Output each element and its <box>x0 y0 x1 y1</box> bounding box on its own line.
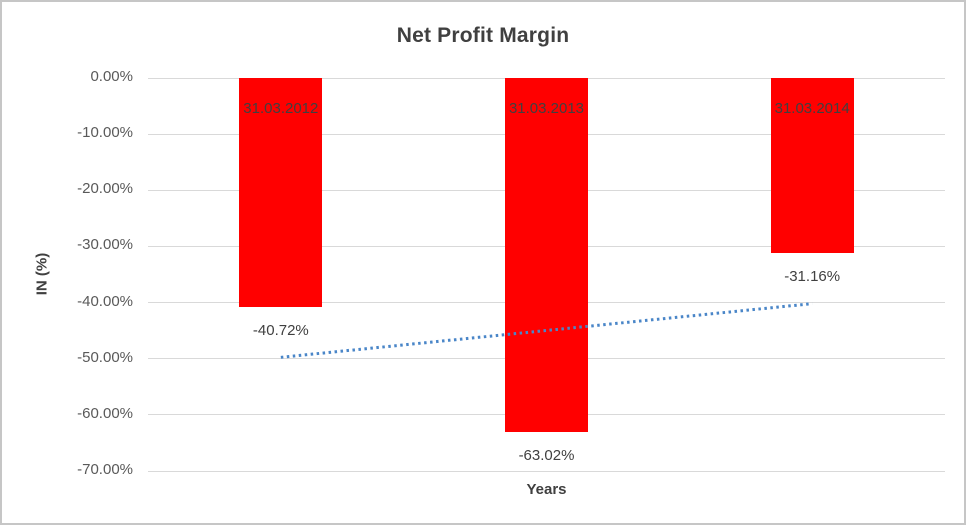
x-axis-title: Years <box>526 481 567 498</box>
bar <box>770 78 854 253</box>
bar <box>239 78 323 307</box>
y-tick-label: -40.00% <box>77 292 133 310</box>
y-tick-label: -50.00% <box>77 348 133 366</box>
y-tick-label: -20.00% <box>77 180 133 198</box>
value-label: -63.02% <box>518 446 575 464</box>
y-tick-label: -30.00% <box>77 236 133 254</box>
gridline <box>148 470 945 472</box>
y-tick-label: -60.00% <box>77 404 133 422</box>
y-tick-label: -70.00% <box>77 461 133 478</box>
y-tick-label: -10.00% <box>77 124 133 142</box>
category-label: 31.03.2014 <box>774 100 850 117</box>
y-axis-title: IN (%) <box>33 252 51 296</box>
bar <box>505 78 588 432</box>
category-label: 31.03.2013 <box>508 100 585 117</box>
category-label: 31.03.2012 <box>243 100 319 117</box>
y-tick-label: 0.00% <box>90 68 133 85</box>
value-label: -31.16% <box>784 267 841 285</box>
chart-title: Net Profit Margin <box>396 24 570 47</box>
value-label: -40.72% <box>252 321 309 339</box>
